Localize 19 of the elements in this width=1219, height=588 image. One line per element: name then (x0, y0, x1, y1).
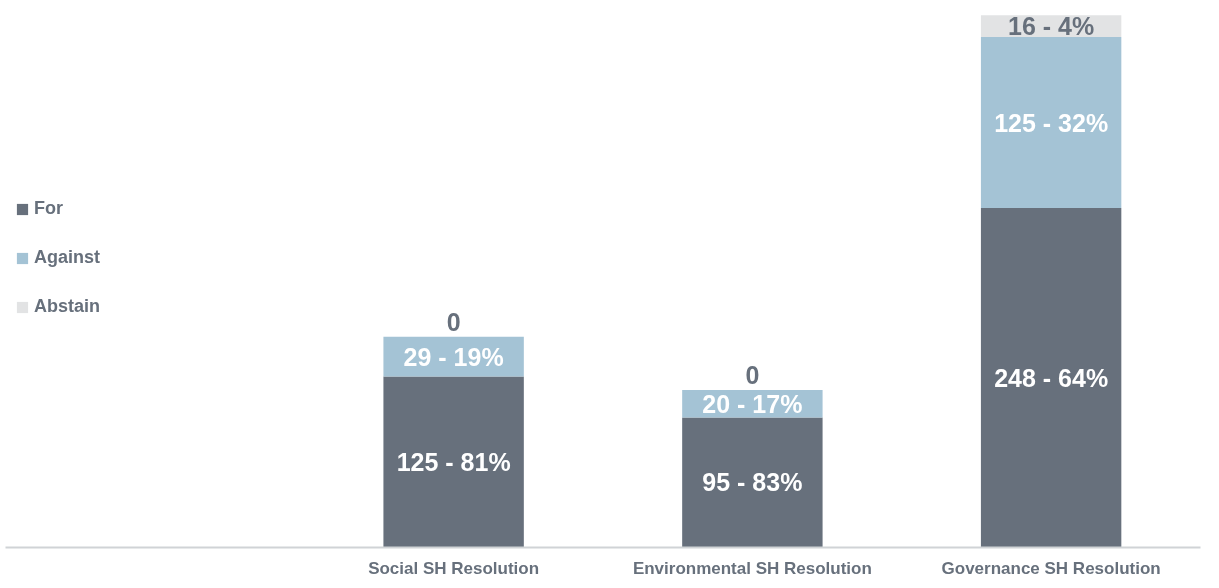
data-label: 125 - 32% (994, 108, 1109, 137)
data-label: 248 - 64% (994, 363, 1109, 392)
legend-label: Against (34, 247, 101, 268)
data-label: 0 (446, 307, 461, 336)
bar (980, 208, 1122, 548)
bar (682, 417, 823, 548)
data-label: 16 - 4% (1008, 12, 1095, 41)
x-tick-label: Social SH Resolution (368, 558, 540, 578)
data-label: 125 - 81% (396, 447, 511, 476)
data-label: 20 - 17% (702, 389, 803, 418)
legend-label: For (34, 198, 64, 219)
x-tick-label: Governance SH Resolution (941, 558, 1161, 578)
x-tick-label: Environmental SH Resolution (632, 558, 872, 578)
bar (383, 376, 524, 548)
bar (980, 37, 1122, 209)
data-label: 29 - 19% (403, 342, 504, 371)
data-label: 0 (745, 361, 760, 390)
legend-label: Abstain (34, 296, 101, 317)
data-label: 95 - 83% (702, 468, 803, 497)
